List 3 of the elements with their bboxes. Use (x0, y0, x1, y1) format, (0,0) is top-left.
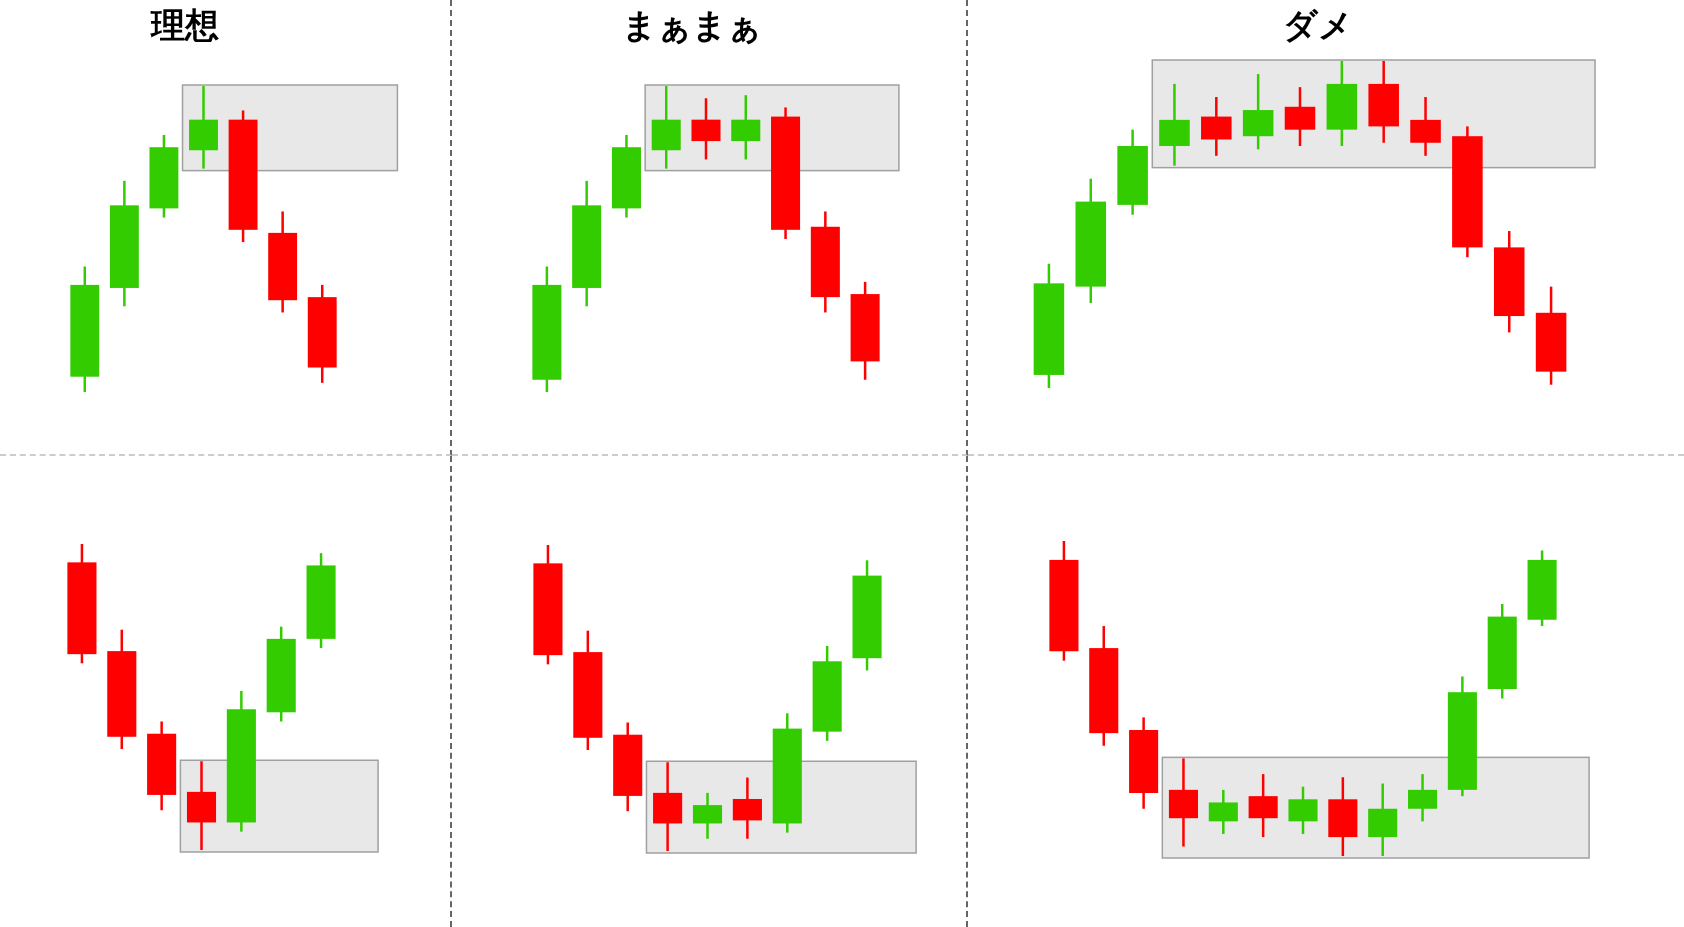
title: ダメ (1283, 5, 1353, 45)
title: 理想 (151, 5, 219, 45)
title: まぁまぁ (622, 5, 762, 45)
